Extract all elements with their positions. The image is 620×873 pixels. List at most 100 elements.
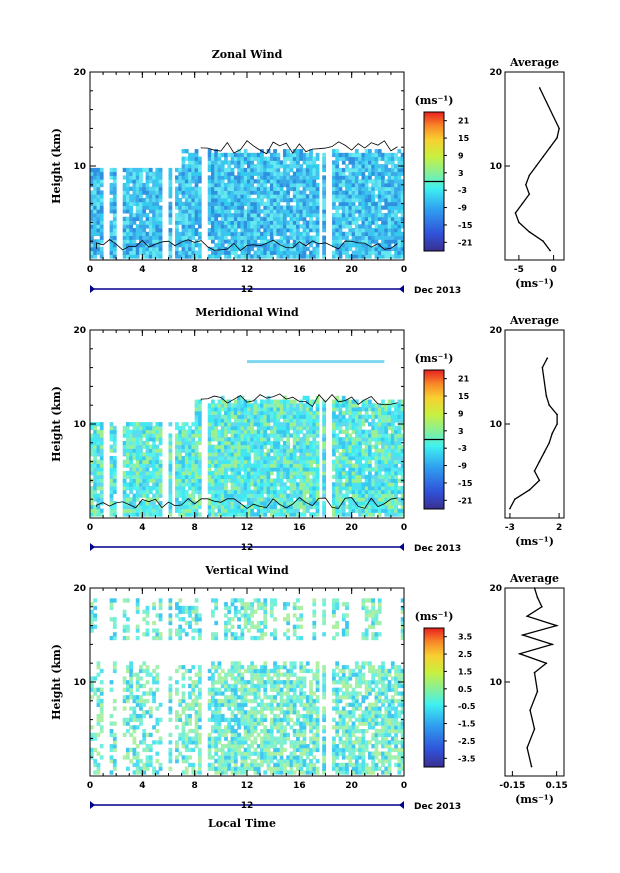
heatmap-cell — [276, 186, 281, 191]
heatmap-cell — [240, 220, 245, 225]
heatmap-cell — [394, 474, 398, 480]
heatmap-cell — [90, 676, 94, 681]
heatmap-cell — [191, 243, 196, 248]
heatmap-cell — [211, 403, 215, 408]
heatmap-cell — [269, 429, 274, 434]
heatmap-cell — [256, 403, 261, 408]
heatmap-cell — [237, 216, 241, 222]
heatmap-cell — [250, 216, 255, 222]
heatmap-cell — [243, 171, 248, 176]
heatmap-cell — [158, 459, 163, 464]
heatmap-cell — [273, 455, 277, 461]
heatmap-cell — [122, 216, 127, 222]
heatmap-cell — [227, 497, 232, 502]
heatmap-cell — [217, 167, 222, 173]
heatmap-cell — [312, 444, 317, 449]
heatmap-cell — [341, 467, 346, 472]
heatmap-cell — [99, 239, 104, 244]
heatmap-cell — [237, 395, 241, 401]
heatmap-cell — [400, 433, 405, 438]
heatmap-cell — [152, 482, 156, 487]
heatmap-cell — [381, 437, 385, 442]
heatmap-cell — [247, 179, 251, 184]
heatmap-cell — [361, 152, 366, 158]
heatmap-cell — [129, 243, 134, 248]
heatmap-cell — [122, 609, 127, 614]
heatmap-cell — [279, 228, 284, 233]
heatmap-cell — [99, 698, 104, 704]
heatmap-cell — [361, 497, 366, 502]
heatmap-cell — [305, 152, 310, 158]
heatmap-cell — [96, 504, 101, 510]
heatmap-cell — [214, 403, 219, 408]
heatmap-cell — [309, 433, 313, 438]
heatmap-cell — [211, 175, 215, 180]
heatmap-cell — [191, 489, 196, 495]
heatmap-cell — [125, 501, 130, 506]
heatmap-cell — [227, 167, 232, 173]
heatmap-cell — [175, 463, 179, 468]
heatmap-cell — [358, 250, 362, 255]
heatmap-cell — [266, 243, 271, 248]
heatmap-cell — [211, 497, 215, 502]
heatmap-cell — [384, 425, 389, 431]
heatmap-cell — [348, 497, 353, 502]
heatmap-cell — [354, 425, 359, 431]
heatmap-cell — [266, 504, 271, 510]
heatmap-cell — [96, 459, 101, 464]
heatmap-cell — [364, 463, 369, 468]
heatmap-cell — [158, 474, 163, 480]
heatmap-cell — [93, 448, 98, 453]
heatmap-cell — [194, 501, 199, 506]
heatmap-cell — [184, 489, 189, 495]
heatmap-cell — [178, 486, 183, 491]
heatmap-cell — [266, 478, 271, 483]
heatmap-cell — [253, 467, 258, 472]
heatmap-cell — [135, 493, 140, 498]
heatmap-cell — [364, 254, 369, 259]
heatmap-cell — [266, 471, 271, 476]
heatmap-cell — [220, 243, 225, 248]
heatmap-cell — [214, 201, 219, 206]
heatmap-cell — [263, 433, 268, 438]
heatmap-cell — [132, 751, 137, 756]
heatmap-cell — [178, 175, 183, 180]
heatmap-cell — [292, 459, 297, 464]
heatmap-cell — [371, 182, 376, 188]
heatmap-cell — [289, 482, 294, 487]
heatmap-cell — [175, 508, 179, 513]
heatmap-cell — [129, 508, 134, 513]
heatmap-cell — [217, 205, 222, 210]
heatmap-cell — [348, 482, 353, 487]
heatmap-cell — [400, 486, 405, 491]
heatmap-cell — [253, 459, 258, 464]
heatmap-cell — [188, 482, 192, 487]
heatmap-cell — [351, 455, 356, 461]
heatmap-cell — [390, 235, 395, 240]
heatmap-cell — [315, 213, 320, 218]
heatmap-cell — [158, 440, 163, 446]
heatmap-cell — [139, 504, 143, 510]
heatmap-cell — [400, 213, 405, 218]
heatmap-cell — [194, 164, 199, 169]
heatmap-cell — [332, 512, 336, 517]
heatmap-cell — [345, 220, 349, 225]
heatmap-cell — [227, 228, 232, 233]
heatmap-cell — [387, 425, 392, 431]
heatmap-cell — [96, 231, 101, 237]
heatmap-cell — [384, 512, 389, 517]
heatmap-cell — [129, 209, 134, 214]
heatmap-cell — [335, 216, 340, 222]
heatmap-cell — [96, 171, 101, 176]
heatmap-cell — [381, 216, 385, 222]
heatmap-cell — [368, 467, 372, 472]
heatmap-cell — [266, 493, 271, 498]
heatmap-cell — [96, 179, 101, 184]
heatmap-cell — [354, 403, 359, 408]
heatmap-cell — [387, 410, 392, 416]
heatmap-cell — [132, 508, 137, 513]
heatmap-cell — [263, 512, 268, 517]
heatmap-cell — [155, 508, 160, 513]
heatmap-cell — [90, 448, 94, 453]
heatmap-cell — [322, 478, 326, 483]
